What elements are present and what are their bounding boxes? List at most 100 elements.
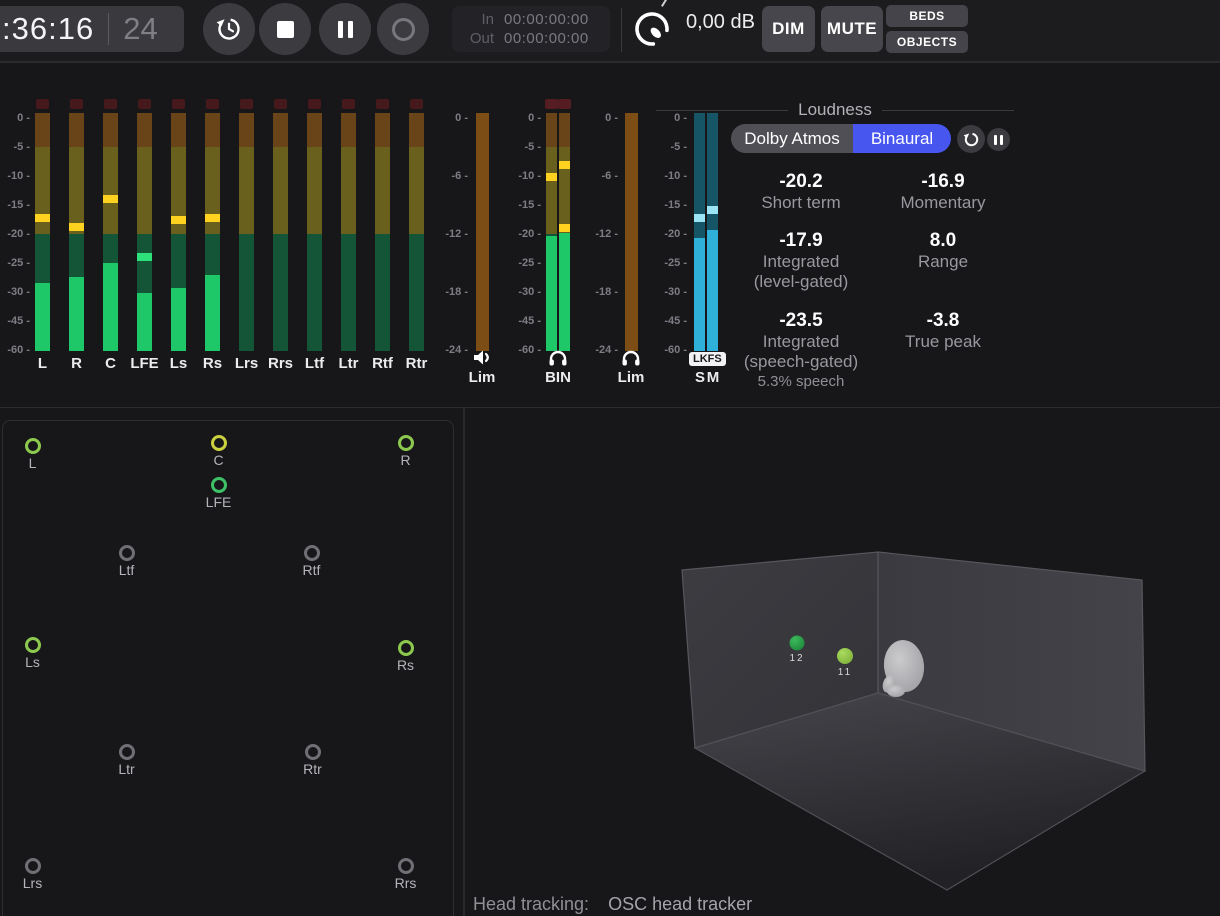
speaker-L[interactable]: L — [24, 437, 41, 471]
meter-zone-green — [69, 234, 84, 351]
integrated-speech-value: -23.5 — [779, 310, 823, 331]
monitor-volume-knob[interactable] — [632, 9, 672, 49]
speaker-label: R — [400, 451, 411, 468]
meter-zone-green — [239, 234, 254, 351]
meter-level-fill — [546, 235, 557, 351]
pause-button[interactable] — [319, 3, 371, 55]
cropped-ui-fragment — [661, 0, 667, 7]
speaker-label: C — [213, 451, 224, 468]
meter-zone-yellow — [307, 147, 322, 234]
meter-zone-yellow — [35, 147, 50, 234]
meter-scale-main: -5 - — [13, 141, 31, 153]
dim-button[interactable]: DIM — [762, 6, 815, 52]
audio-object-11[interactable]: 11 — [837, 648, 853, 678]
meter-zone-yellow — [375, 147, 390, 234]
peak-hold-marker — [171, 215, 186, 224]
meter-bar — [476, 113, 489, 351]
stat-range: 8.0 Range — [858, 229, 1028, 272]
meter-bar — [409, 113, 424, 351]
mute-button[interactable]: MUTE — [821, 6, 883, 52]
limiter-bar-fill — [476, 113, 489, 351]
mode-dolby-atmos-button[interactable]: Dolby Atmos — [731, 124, 853, 153]
meter-level-fill — [559, 233, 570, 351]
speaker-LFE[interactable]: LFE — [206, 476, 231, 510]
speaker-Rtr[interactable]: Rtr — [303, 743, 322, 777]
out-timecode: 00:00:00:00 — [504, 30, 589, 47]
bin-label: BIN — [545, 369, 571, 386]
meter-bar — [239, 113, 254, 351]
peak-hold-marker — [546, 173, 557, 182]
loudness-reset-button[interactable] — [957, 125, 985, 153]
meter-zone-yellow — [239, 147, 254, 234]
speaker-ring — [304, 743, 321, 760]
meter-scale-lkfs: -5 - — [670, 141, 688, 153]
speaker-R[interactable]: R — [397, 434, 414, 468]
object-12-label: 12 — [789, 653, 804, 664]
meter-zone-red — [409, 113, 424, 147]
integrated-level-label: Integrated — [762, 252, 840, 271]
audio-object-12[interactable]: 12 — [789, 635, 805, 665]
meter-zone-green — [205, 234, 220, 351]
speaker-Rtf[interactable]: Rtf — [303, 544, 320, 578]
meter-scale-main: -45 - — [7, 315, 30, 327]
meter-zone-yellow — [69, 147, 84, 234]
speaker-Ls[interactable]: Ls — [24, 636, 41, 670]
speaker-Lrs[interactable]: Lrs — [23, 857, 42, 891]
clip-indicator — [104, 99, 117, 109]
clip-indicator — [36, 99, 49, 109]
mode-binaural-button[interactable]: Binaural — [853, 124, 951, 153]
meter-scale-lim2: -18 - — [595, 286, 618, 298]
speaker-C[interactable]: C — [210, 434, 227, 468]
meter-scale-lkfs: -15 - — [664, 199, 687, 211]
clip-indicator — [376, 99, 389, 109]
meter-bar — [546, 113, 557, 351]
clip-indicator — [70, 99, 83, 109]
meter-bar — [341, 113, 356, 351]
meter-scale-lim1: -24 - — [445, 344, 468, 356]
loudness-mode-toggle: Dolby Atmos Binaural — [731, 124, 951, 153]
integrated-speech-label2: (speech-gated) — [743, 352, 859, 371]
framerate-value: 24 — [123, 11, 158, 46]
clip-indicator — [206, 99, 219, 109]
meter-scale-bin: -15 - — [518, 199, 541, 211]
speaker-Rrs[interactable]: Rrs — [395, 857, 416, 891]
speaker-ring — [24, 636, 41, 653]
meter-zone-yellow — [171, 147, 186, 234]
meter-scale-bin: -10 - — [518, 170, 541, 182]
head-tracking-status: Head tracking: OSC head tracker — [473, 894, 752, 915]
loudness-header: Loudness — [656, 100, 1015, 120]
speaker-Ltf[interactable]: Ltf — [118, 544, 135, 578]
objects-button[interactable]: OBJECTS — [886, 31, 968, 53]
stop-button[interactable] — [259, 3, 311, 55]
peak-hold-marker — [35, 213, 50, 222]
speaker-ring — [210, 476, 227, 493]
meter-level-fill — [171, 287, 186, 351]
meter-scale-lkfs: -60 - — [664, 344, 687, 356]
speaker-label: LFE — [205, 493, 232, 510]
integrated-speech-label: Integrated — [762, 332, 840, 351]
in-label: In — [481, 11, 494, 28]
speaker-Rs[interactable]: Rs — [397, 639, 414, 673]
room-3d-view[interactable]: 12 11 — [464, 408, 1220, 916]
record-button[interactable] — [377, 3, 429, 55]
meter-zone-yellow — [137, 147, 152, 234]
meter-scale-lim2: 0 - — [605, 112, 618, 124]
beds-button[interactable]: BEDS — [886, 5, 968, 27]
return-to-start-button[interactable] — [203, 3, 255, 55]
stat-integrated-speech: -23.5 Integrated (speech-gated) 5.3% spe… — [716, 309, 886, 391]
transport-bar: :36:16 24 In 00:00:00:00 Out — [0, 0, 1220, 63]
speaker-Ltr[interactable]: Ltr — [118, 743, 135, 777]
meter-zone-yellow — [205, 147, 220, 234]
meter-scale-lkfs: -45 - — [664, 315, 687, 327]
meter-level-fill — [205, 274, 220, 351]
meter-zone-red — [137, 113, 152, 147]
lkfs-level-fill — [694, 238, 705, 351]
loudness-pause-button[interactable] — [987, 128, 1010, 151]
speaker-ring — [24, 857, 41, 874]
meter-scale-main: -25 - — [7, 257, 30, 269]
timecode-divider — [108, 13, 110, 45]
history-clock-icon — [216, 18, 240, 40]
meter-scale-main: -30 - — [7, 286, 30, 298]
head-tracking-value[interactable]: OSC head tracker — [608, 894, 753, 914]
momentary-value: -16.9 — [921, 171, 965, 192]
